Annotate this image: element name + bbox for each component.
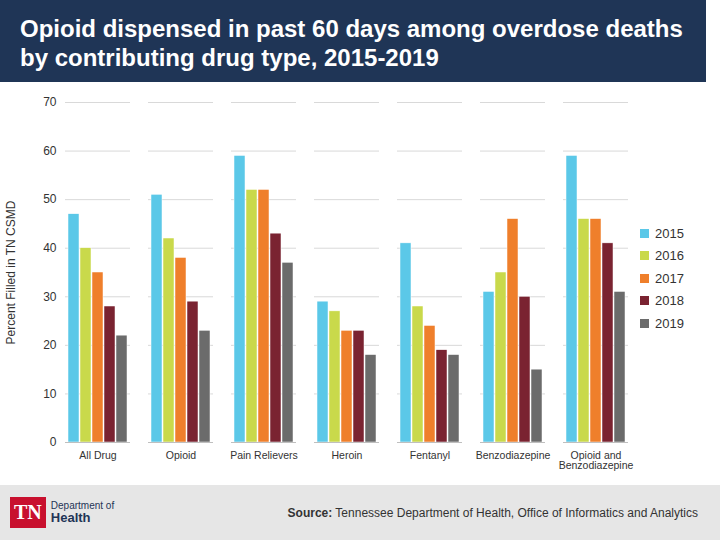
html-text:2019: 2019 [655, 315, 684, 331]
svg-text:Opioid andBenzodiazepine: Opioid andBenzodiazepine [559, 449, 634, 472]
svg-text:Pain Relievers: Pain Relievers [230, 449, 298, 461]
svg-text:0: 0 [50, 435, 57, 449]
html-text:Opioid dispensed in past 60 da: Opioid dispensed in past 60 days among o… [20, 15, 683, 71]
svg-text:40: 40 [43, 241, 57, 255]
svg-text:Benzodiazepine: Benzodiazepine [476, 449, 551, 461]
svg-text:60: 60 [43, 144, 57, 158]
html-text:Department of: Department of [50, 500, 115, 511]
html-text:Source: Tennessee Department o: Source: Tennessee Department of Health, … [287, 505, 698, 520]
svg-text:10: 10 [43, 387, 57, 401]
svg-text:Fentanyl: Fentanyl [410, 449, 450, 461]
html-text:2017: 2017 [655, 270, 684, 286]
html-text:2015: 2015 [655, 225, 684, 241]
svg-text:All Drug: All Drug [79, 449, 117, 461]
svg-text:Opioid: Opioid [166, 449, 197, 461]
svg-text:30: 30 [43, 290, 57, 304]
svg-text:70: 70 [43, 95, 57, 109]
svg-text:Heroin: Heroin [332, 449, 363, 461]
svg-text:20: 20 [43, 338, 57, 352]
html-text:2018: 2018 [655, 293, 684, 309]
svg-text:Percent Filled in TN CSMD: Percent Filled in TN CSMD [4, 200, 18, 344]
html-text:2016: 2016 [655, 248, 684, 264]
svg-text:50: 50 [43, 192, 57, 206]
html-text:Health: Health [50, 510, 91, 525]
html-text:TN: TN [14, 501, 42, 523]
